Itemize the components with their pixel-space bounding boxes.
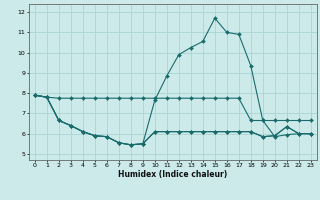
X-axis label: Humidex (Indice chaleur): Humidex (Indice chaleur) [118,170,228,179]
